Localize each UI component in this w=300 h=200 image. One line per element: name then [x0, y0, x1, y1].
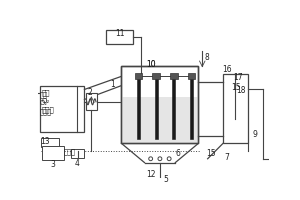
Text: 微曝气: 微曝气 [64, 148, 76, 155]
Text: 4: 4 [75, 159, 80, 168]
Bar [170, 73, 178, 79]
Bar [40, 86, 85, 132]
Bar [134, 73, 142, 79]
Text: 1: 1 [110, 80, 115, 89]
Bar [137, 76, 140, 139]
Text: 9: 9 [252, 130, 257, 139]
Text: 11: 11 [115, 29, 124, 38]
Text: 15: 15 [206, 149, 216, 158]
Text: 17: 17 [233, 73, 243, 82]
Text: O₂: O₂ [40, 100, 48, 106]
Text: 18: 18 [236, 86, 246, 95]
Text: 5: 5 [164, 175, 169, 184]
Text: 10: 10 [146, 60, 156, 69]
Bar [188, 73, 195, 79]
Text: O₂: O₂ [41, 98, 50, 104]
Bar [154, 76, 158, 139]
Bar [223, 74, 248, 143]
Bar [70, 149, 85, 158]
Bar [122, 66, 198, 143]
Text: 15: 15 [232, 83, 241, 92]
Text: 3: 3 [50, 160, 55, 169]
Text: 12: 12 [146, 170, 156, 179]
Text: 2: 2 [88, 88, 92, 97]
Text: 8: 8 [205, 53, 209, 62]
Bar [42, 146, 64, 160]
Text: 10: 10 [146, 60, 156, 69]
Bar [122, 66, 198, 143]
Text: 16: 16 [222, 65, 232, 74]
Bar [122, 97, 198, 143]
Bar [86, 93, 97, 110]
Bar [40, 138, 59, 147]
Text: 调节剂: 调节剂 [41, 106, 54, 113]
Text: 调节剂: 调节剂 [40, 109, 52, 115]
Text: 13: 13 [40, 137, 50, 146]
Bar [190, 76, 193, 139]
Bar [106, 30, 133, 44]
Text: 7: 7 [225, 153, 230, 162]
Bar [152, 73, 160, 79]
Text: 水口: 水口 [40, 92, 48, 98]
Bar [172, 76, 175, 139]
Text: 6: 6 [175, 149, 180, 158]
Text: 水口: 水口 [41, 89, 50, 96]
